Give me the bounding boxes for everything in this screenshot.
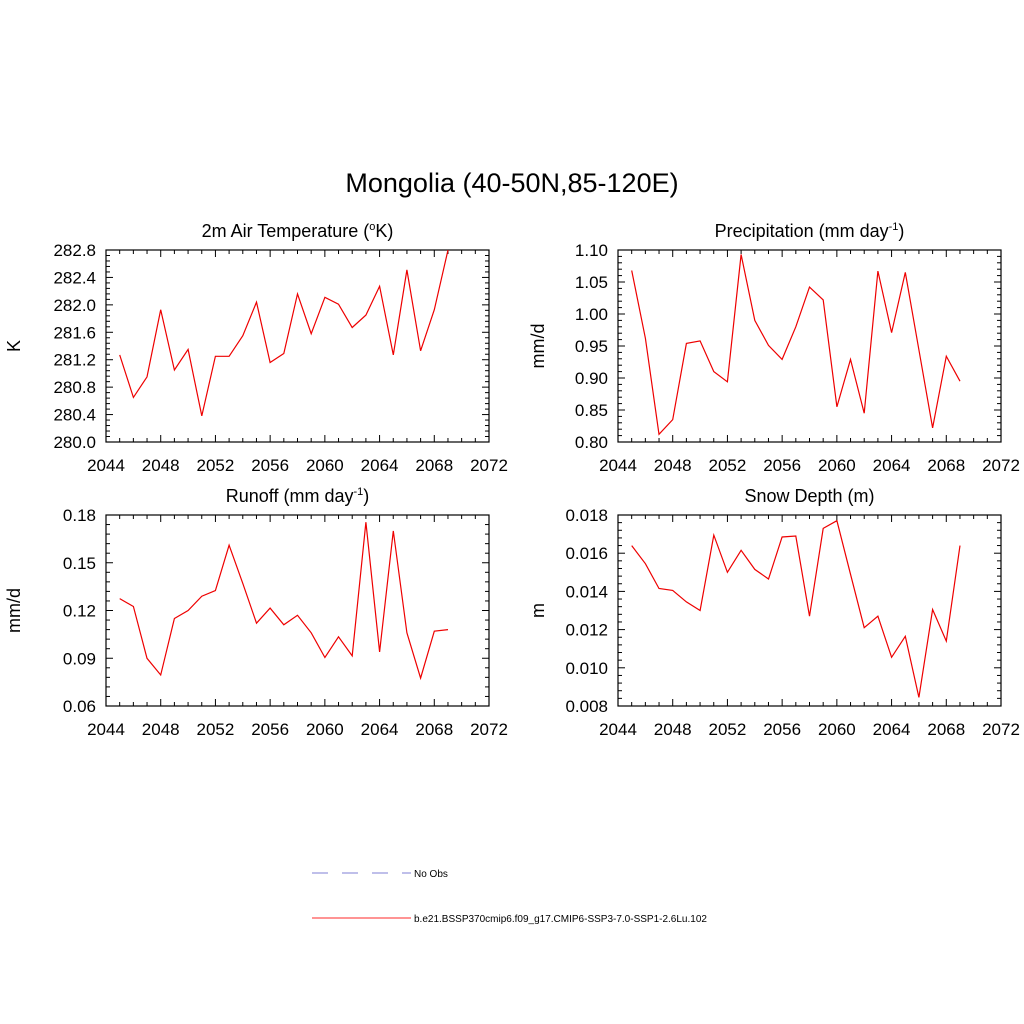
x-tick-label: 2068: [415, 720, 453, 739]
x-tick-label: 2072: [982, 456, 1020, 475]
y-tick-label: 1.05: [575, 273, 608, 292]
y-tick-label: 281.6: [53, 323, 96, 342]
panel-2: 2044 2048 2052 2056 2060 2064 2068 2072 0.80 0.85…: [528, 221, 1020, 475]
y-tick-label: 0.90: [575, 369, 608, 388]
y-tick-label: 0.80: [575, 433, 608, 452]
x-tick-label: 2072: [470, 720, 508, 739]
x-tick-label: 2060: [306, 720, 344, 739]
y-tick-label: 280.0: [53, 433, 96, 452]
y-axis-label: mm/d: [528, 324, 548, 369]
y-tick-label: 0.012: [565, 621, 608, 640]
legend-label-no-obs: No Obs: [414, 869, 448, 880]
x-tick-label: 2048: [142, 720, 180, 739]
y-axis-label: mm/d: [4, 588, 24, 633]
y-tick-label: 0.018: [565, 506, 608, 525]
x-tick-label: 2044: [87, 720, 125, 739]
x-tick-label: 2072: [470, 456, 508, 475]
y-tick-label: 1.00: [575, 305, 608, 324]
plot-frame: [105, 249, 490, 443]
y-axis-label: K: [4, 340, 24, 352]
plot-frame: [617, 514, 1002, 707]
x-tick-label: 2048: [654, 720, 692, 739]
legend: No Obs b.e21.BSSP370cmip6.f09_g17.CMIP6-S…: [312, 869, 707, 925]
y-tick-label: 0.06: [63, 697, 96, 716]
y-tick-label: 282.8: [53, 241, 96, 260]
y-tick-label: 0.85: [575, 401, 608, 420]
x-tick-label: 2056: [251, 720, 289, 739]
y-tick-label: 0.016: [565, 544, 608, 563]
plot-frame: [617, 249, 1002, 443]
x-tick-label: 2068: [927, 720, 965, 739]
series-line: [631, 254, 961, 436]
figure-title: Mongolia (40-50N,85-120E): [345, 168, 679, 198]
x-tick-label: 2056: [763, 720, 801, 739]
panel-title: Snow Depth (m): [744, 486, 874, 506]
panel-3: 2044 2048 2052 2056 2060 2064 2068 2072 0.06 0.09…: [4, 486, 508, 739]
y-tick-label: 281.2: [53, 351, 96, 370]
y-tick-label: 280.4: [53, 406, 96, 425]
panel-title: Precipitation (mm day-1): [715, 221, 905, 241]
y-tick-label: 0.12: [63, 602, 96, 621]
x-tick-label: 2064: [361, 456, 399, 475]
x-tick-label: 2052: [709, 720, 747, 739]
panel-title: Runoff (mm day-1): [226, 486, 370, 506]
x-tick-label: 2044: [87, 456, 125, 475]
y-tick-label: 282.0: [53, 296, 96, 315]
y-tick-label: 280.8: [53, 378, 96, 397]
x-tick-label: 2064: [873, 456, 911, 475]
x-tick-label: 2044: [599, 720, 637, 739]
x-tick-label: 2068: [927, 456, 965, 475]
x-tick-label: 2072: [982, 720, 1020, 739]
x-tick-label: 2060: [818, 456, 856, 475]
y-tick-label: 0.95: [575, 337, 608, 356]
x-tick-label: 2064: [873, 720, 911, 739]
x-tick-label: 2044: [599, 456, 637, 475]
legend-label-model: b.e21.BSSP370cmip6.f09_g17.CMIP6-SSP3-7.…: [414, 914, 707, 925]
y-tick-label: 0.18: [63, 506, 96, 525]
series-line: [119, 249, 449, 417]
x-tick-label: 2056: [763, 456, 801, 475]
x-tick-label: 2056: [251, 456, 289, 475]
y-tick-label: 0.010: [565, 659, 608, 678]
x-tick-label: 2060: [818, 720, 856, 739]
y-tick-label: 282.4: [53, 268, 96, 287]
x-tick-label: 2048: [654, 456, 692, 475]
x-tick-label: 2048: [142, 456, 180, 475]
y-tick-label: 0.014: [565, 582, 608, 601]
plot-frame: [105, 514, 490, 707]
x-tick-label: 2060: [306, 456, 344, 475]
series-line: [119, 522, 449, 681]
y-tick-label: 1.10: [575, 241, 608, 260]
panel-title: 2m Air Temperature (oK): [202, 221, 394, 241]
y-axis-label: m: [528, 603, 548, 618]
x-tick-label: 2052: [709, 456, 747, 475]
y-tick-label: 0.008: [565, 697, 608, 716]
x-tick-label: 2064: [361, 720, 399, 739]
x-tick-label: 2068: [415, 456, 453, 475]
x-tick-label: 2052: [197, 456, 235, 475]
x-tick-label: 2052: [197, 720, 235, 739]
series-line: [631, 519, 961, 698]
panel-4: 2044 2048 2052 2056 2060 2064 2068 2072 0.008 0.0…: [528, 486, 1020, 739]
y-tick-label: 0.15: [63, 554, 96, 573]
panel-1: 2044 2048 2052 2056 2060 2064 2068 2072 280.0 280…: [4, 221, 508, 475]
y-tick-label: 0.09: [63, 649, 96, 668]
